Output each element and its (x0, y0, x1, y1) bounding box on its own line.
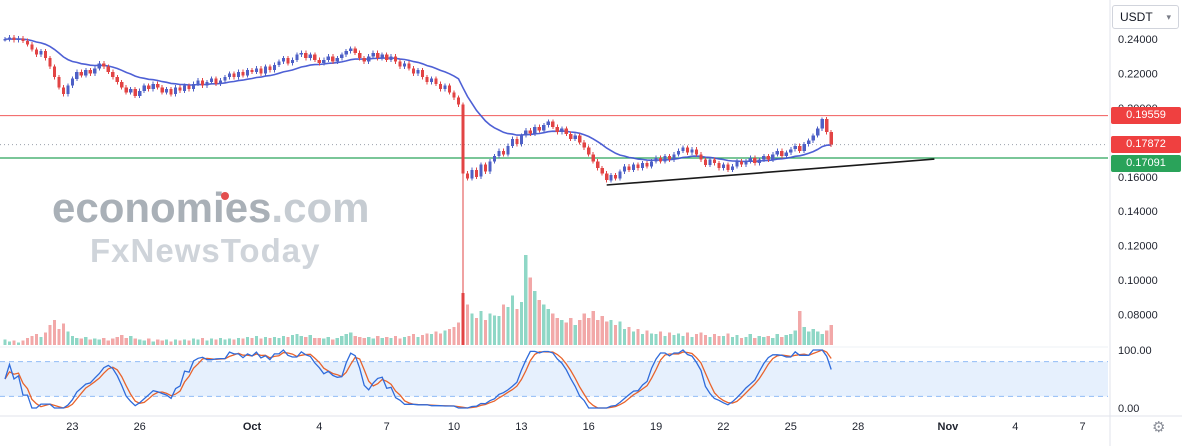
svg-text:26: 26 (134, 421, 146, 433)
watermark-red-dot-icon (221, 192, 229, 200)
watermark-subbrand: FxNewsToday (90, 232, 321, 270)
watermark-brand: economies.com (52, 184, 370, 231)
svg-text:0.08000: 0.08000 (1118, 309, 1158, 321)
watermark-brand-text: economies (52, 184, 272, 231)
svg-text:4: 4 (1012, 421, 1018, 433)
svg-text:0.00: 0.00 (1118, 403, 1139, 415)
svg-text:0.22000: 0.22000 (1118, 69, 1158, 81)
settings-gear-icon[interactable]: ⚙ (1152, 419, 1166, 436)
price-label-last: 0.17872 (1111, 136, 1181, 154)
moving-average-line (4, 38, 832, 163)
trendline (606, 158, 935, 186)
stochastic-lines (4, 349, 832, 409)
svg-text:19: 19 (650, 421, 662, 433)
svg-text:0.12000: 0.12000 (1118, 241, 1158, 253)
svg-text:16: 16 (583, 421, 595, 433)
watermark: economies.com FxNewsToday (52, 184, 370, 270)
svg-text:13: 13 (515, 421, 527, 433)
level-lines (0, 115, 1108, 159)
symbol-selector[interactable]: USDT ▾ (1112, 5, 1179, 29)
chevron-down-icon: ▾ (1166, 11, 1171, 22)
svg-text:10: 10 (448, 421, 460, 433)
price-label-resistance: 0.19559 (1111, 107, 1181, 125)
watermark-brand-suffix: .com (271, 184, 370, 231)
svg-text:0.14000: 0.14000 (1118, 206, 1158, 218)
svg-text:7: 7 (1080, 421, 1086, 433)
symbol-label: USDT (1120, 10, 1153, 24)
svg-text:100.00: 100.00 (1118, 345, 1152, 357)
svg-text:4: 4 (316, 421, 322, 433)
price-axis[interactable]: 0.240000.220000.200000.160000.140000.120… (1118, 34, 1158, 415)
svg-text:25: 25 (785, 421, 797, 433)
svg-text:0.10000: 0.10000 (1118, 275, 1158, 287)
stochastic-band (0, 361, 1108, 397)
volume-bars (3, 255, 833, 345)
svg-text:28: 28 (852, 421, 864, 433)
time-axis[interactable]: 23 26 Oct 4 7 10 13 16 19 22 25 28 Nov 4 7 (66, 421, 1085, 433)
svg-text:22: 22 (717, 421, 729, 433)
price-label-support: 0.17091 (1111, 154, 1181, 172)
svg-text:Oct: Oct (243, 421, 262, 433)
svg-text:7: 7 (384, 421, 390, 433)
svg-text:23: 23 (66, 421, 78, 433)
svg-text:0.16000: 0.16000 (1118, 172, 1158, 184)
svg-text:0.24000: 0.24000 (1118, 34, 1158, 46)
candlestick-series (3, 35, 833, 308)
svg-text:Nov: Nov (938, 421, 960, 433)
